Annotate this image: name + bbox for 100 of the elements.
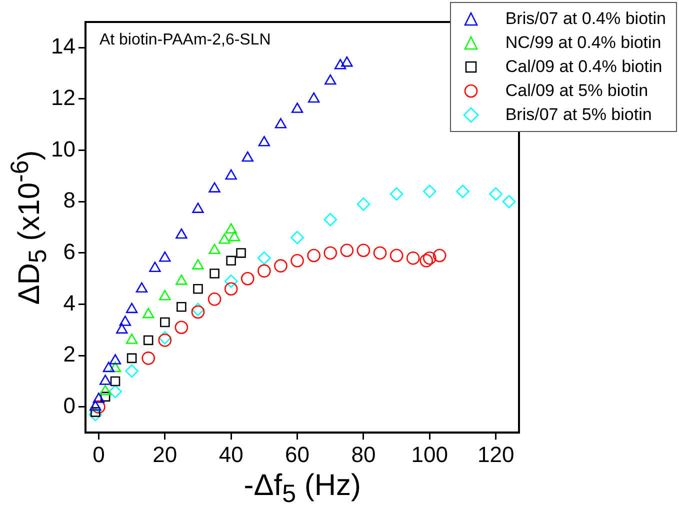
point bbox=[208, 182, 220, 192]
point bbox=[88, 408, 102, 422]
point bbox=[390, 187, 404, 201]
point bbox=[176, 302, 186, 312]
point bbox=[100, 392, 110, 402]
x-tick-label: 40 bbox=[218, 442, 244, 467]
point bbox=[356, 244, 370, 258]
point bbox=[456, 184, 470, 198]
point bbox=[258, 251, 271, 265]
point bbox=[225, 169, 237, 180]
point bbox=[489, 187, 502, 201]
point bbox=[142, 352, 155, 365]
y-tick-label: 0 bbox=[63, 393, 76, 418]
point bbox=[210, 268, 220, 278]
y-tick-label: 2 bbox=[63, 342, 76, 367]
point bbox=[307, 248, 320, 262]
y-tick-label: 4 bbox=[63, 290, 76, 316]
point bbox=[149, 262, 161, 272]
point bbox=[420, 254, 433, 268]
point bbox=[208, 292, 222, 306]
y-tick-label: 12 bbox=[50, 85, 76, 110]
point bbox=[308, 92, 320, 103]
point bbox=[274, 118, 287, 128]
y-tick-label: 8 bbox=[63, 188, 76, 213]
point bbox=[432, 248, 446, 262]
point bbox=[126, 334, 138, 344]
point bbox=[176, 274, 188, 285]
point bbox=[108, 384, 122, 398]
point bbox=[158, 331, 172, 344]
point bbox=[341, 56, 353, 67]
legend-label: Bris/07 at 0.4% biotin bbox=[505, 9, 666, 29]
point bbox=[225, 223, 237, 234]
point bbox=[228, 230, 240, 242]
point bbox=[119, 316, 132, 326]
point bbox=[126, 302, 138, 314]
point bbox=[258, 264, 271, 278]
point bbox=[191, 305, 205, 319]
point bbox=[224, 274, 238, 288]
x-axis-title: -Δf$_{5}$ (Hz) bbox=[244, 468, 361, 509]
point bbox=[218, 233, 230, 244]
point bbox=[142, 308, 154, 318]
point bbox=[125, 364, 138, 378]
y-tick-label: 14 bbox=[50, 34, 76, 59]
point bbox=[422, 251, 436, 265]
point bbox=[324, 74, 336, 85]
point bbox=[274, 259, 288, 272]
point bbox=[116, 323, 128, 334]
point bbox=[340, 244, 354, 258]
point bbox=[158, 334, 172, 347]
point bbox=[290, 254, 304, 268]
point bbox=[159, 251, 171, 262]
point bbox=[373, 246, 387, 260]
point bbox=[99, 374, 112, 385]
point bbox=[160, 317, 170, 328]
point bbox=[176, 228, 188, 239]
point bbox=[242, 151, 254, 162]
x-tick-label: 20 bbox=[152, 442, 178, 467]
point bbox=[193, 284, 203, 294]
point bbox=[406, 251, 420, 265]
point bbox=[208, 244, 220, 254]
point bbox=[174, 320, 188, 334]
legend-label: Cal/09 at 5% biotin bbox=[505, 81, 648, 101]
legend-label: Cal/09 at 0.4% biotin bbox=[505, 57, 662, 77]
point bbox=[99, 384, 112, 396]
point bbox=[324, 212, 338, 226]
point bbox=[334, 58, 346, 70]
point bbox=[240, 272, 254, 286]
point bbox=[126, 353, 137, 364]
point bbox=[92, 400, 106, 414]
x-tick-label: 0 bbox=[92, 442, 105, 467]
y-tick-label: 6 bbox=[63, 239, 76, 264]
point bbox=[258, 136, 270, 146]
point bbox=[191, 302, 205, 316]
point bbox=[192, 202, 204, 213]
x-tick-label: 120 bbox=[477, 442, 514, 467]
point bbox=[224, 282, 238, 296]
point bbox=[390, 248, 404, 262]
x-tick-label: 60 bbox=[285, 442, 310, 467]
legend-label: NC/99 at 0.4% biotin bbox=[505, 33, 662, 53]
point bbox=[502, 194, 516, 208]
point bbox=[143, 335, 154, 346]
point bbox=[226, 256, 236, 266]
point bbox=[236, 248, 246, 258]
point bbox=[110, 376, 120, 386]
point bbox=[422, 184, 436, 198]
point bbox=[290, 230, 304, 244]
x-tick-label: 100 bbox=[411, 442, 448, 467]
point bbox=[356, 198, 370, 211]
point bbox=[102, 362, 114, 372]
point bbox=[109, 354, 122, 364]
legend-label: Bris/07 at 5% biotin bbox=[505, 105, 652, 125]
point bbox=[92, 392, 105, 403]
y-tick-label: 10 bbox=[50, 136, 76, 162]
point bbox=[291, 102, 304, 113]
x-tick-label: 80 bbox=[351, 442, 376, 467]
point bbox=[192, 259, 204, 270]
point bbox=[109, 362, 122, 372]
point bbox=[159, 290, 171, 300]
annotation: At biotin-PAAm-2,6-SLN bbox=[99, 31, 271, 48]
point bbox=[324, 246, 338, 260]
